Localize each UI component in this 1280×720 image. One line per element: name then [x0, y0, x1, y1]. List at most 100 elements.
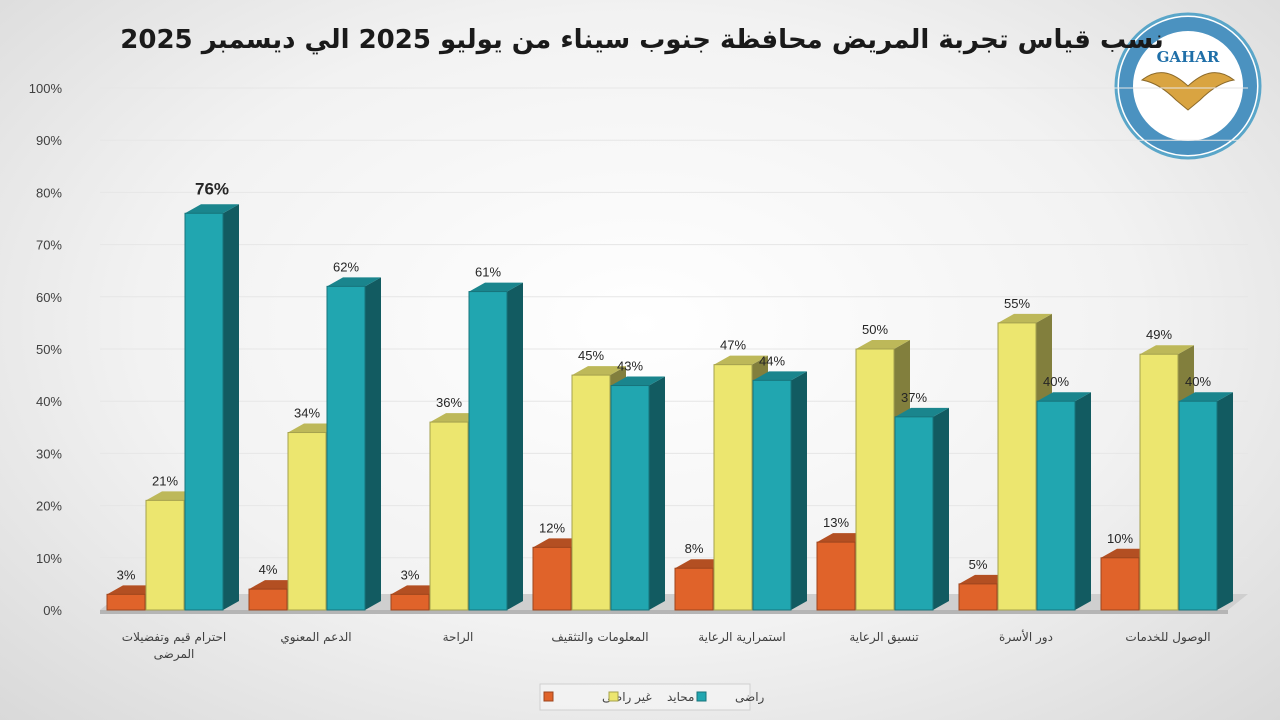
- legend: غير راضى محايد راضى: [539, 683, 765, 711]
- data-label: 40%: [1185, 374, 1211, 389]
- bar-top: [1179, 392, 1233, 402]
- y-tick-label: 60%: [36, 290, 62, 305]
- data-label: 5%: [969, 557, 988, 572]
- data-label: 76%: [195, 179, 229, 198]
- bar-side: [1075, 392, 1091, 610]
- bar: [752, 379, 792, 611]
- data-label: 47%: [720, 338, 746, 353]
- bar: [106, 593, 146, 611]
- bar: [145, 499, 185, 611]
- bar-top: [185, 204, 239, 214]
- bar-top: [895, 407, 949, 417]
- bar: [248, 588, 288, 611]
- y-tick-label: 70%: [36, 238, 62, 253]
- data-label: 3%: [117, 567, 136, 582]
- bar-side: [1217, 392, 1233, 610]
- y-tick-label: 30%: [36, 446, 62, 461]
- bar: [855, 348, 895, 611]
- y-tick-label: 90%: [36, 133, 62, 148]
- y-tick-label: 80%: [36, 185, 62, 200]
- bar: [674, 567, 714, 611]
- y-axis: 0% 10% 20% 30% 40% 50% 60% 70% 80% 90% 100%: [29, 81, 63, 618]
- bar: [894, 416, 934, 611]
- logo-band: [1119, 17, 1257, 155]
- bar: [390, 593, 430, 611]
- legend-box: [539, 683, 751, 711]
- x-tick-label: دور الأسرة: [999, 629, 1053, 645]
- data-label: 4%: [259, 562, 278, 577]
- bar: [532, 546, 572, 611]
- bar-group: 40%: [1036, 374, 1091, 611]
- bar-group: 37%: [894, 390, 949, 611]
- bar: [1100, 557, 1140, 611]
- legend-label: محايد: [667, 690, 694, 704]
- y-tick-label: 50%: [36, 342, 62, 357]
- legend-swatch: [543, 691, 554, 702]
- bar-top: [714, 355, 768, 365]
- data-label: 50%: [862, 322, 888, 337]
- bar: [326, 285, 366, 611]
- bar-group: 76%: [184, 179, 239, 611]
- data-label: 13%: [823, 515, 849, 530]
- bar-side: [507, 282, 523, 610]
- legend-swatch: [608, 691, 619, 702]
- data-label: 37%: [901, 390, 927, 405]
- x-tick-label: استمرارية الرعاية: [698, 630, 786, 645]
- x-tick-label: الوصول للخدمات: [1125, 630, 1210, 645]
- y-tick-label: 0%: [43, 603, 62, 618]
- data-label: 12%: [539, 520, 565, 535]
- y-tick-label: 40%: [36, 394, 62, 409]
- x-tick-label: المعلومات والتثقيف: [551, 630, 648, 645]
- data-label: 55%: [1004, 296, 1030, 311]
- bar: [184, 212, 224, 611]
- bar: [1036, 400, 1076, 611]
- bar-top: [327, 277, 381, 287]
- x-tick-label: الراحة: [443, 630, 474, 645]
- bar: [816, 541, 856, 611]
- bar-top: [572, 366, 626, 376]
- bar-side: [365, 277, 381, 610]
- bar: [429, 421, 469, 611]
- x-tick-label: الدعم المعنوي: [280, 630, 351, 645]
- bar: [713, 364, 753, 611]
- bar: [1139, 353, 1179, 611]
- bar-side: [791, 371, 807, 610]
- data-label: 21%: [152, 473, 178, 488]
- bar-group: 61%: [468, 265, 523, 611]
- bar: [468, 291, 508, 611]
- bar: [610, 385, 650, 611]
- bar-top: [998, 313, 1052, 323]
- chart-title: نسب قياس تجربة المريض محافظة جنوب سيناء …: [120, 25, 1163, 55]
- data-label: 8%: [685, 541, 704, 556]
- bar: [1178, 400, 1218, 611]
- y-tick-label: 20%: [36, 499, 62, 514]
- bar-group: 44%: [752, 353, 807, 611]
- bar-top: [1140, 345, 1194, 355]
- bar-top: [469, 282, 523, 292]
- bar: [287, 432, 327, 611]
- data-label: 61%: [475, 265, 501, 280]
- legend-label: راضى: [735, 690, 765, 705]
- eagle-icon: [1140, 72, 1236, 111]
- bars: 3% 21% 76% 4% 34% 62% 3% 36% 61% 12% 45% 43% 8% 47% 44…: [106, 179, 1233, 611]
- bar-top: [1037, 392, 1091, 402]
- bar: [997, 322, 1037, 611]
- data-label: 43%: [617, 359, 643, 374]
- legend-swatch: [696, 691, 707, 702]
- data-label: 3%: [401, 567, 420, 582]
- data-label: 34%: [294, 406, 320, 421]
- x-tick-label: تنسيق الرعاية: [849, 630, 918, 645]
- data-label: 10%: [1107, 531, 1133, 546]
- data-label: 49%: [1146, 327, 1172, 342]
- gahar-logo: GAHAR: [1114, 12, 1262, 160]
- bar-group: 40%: [1178, 374, 1233, 611]
- bar-top: [753, 371, 807, 381]
- data-label: 62%: [333, 259, 359, 274]
- bar-side: [649, 376, 665, 610]
- bar: [571, 374, 611, 611]
- x-tick-label: المرضى: [154, 647, 195, 662]
- bar-group: 43%: [610, 359, 665, 611]
- floor-front: [100, 610, 1228, 614]
- logo-text: GAHAR: [1157, 48, 1220, 66]
